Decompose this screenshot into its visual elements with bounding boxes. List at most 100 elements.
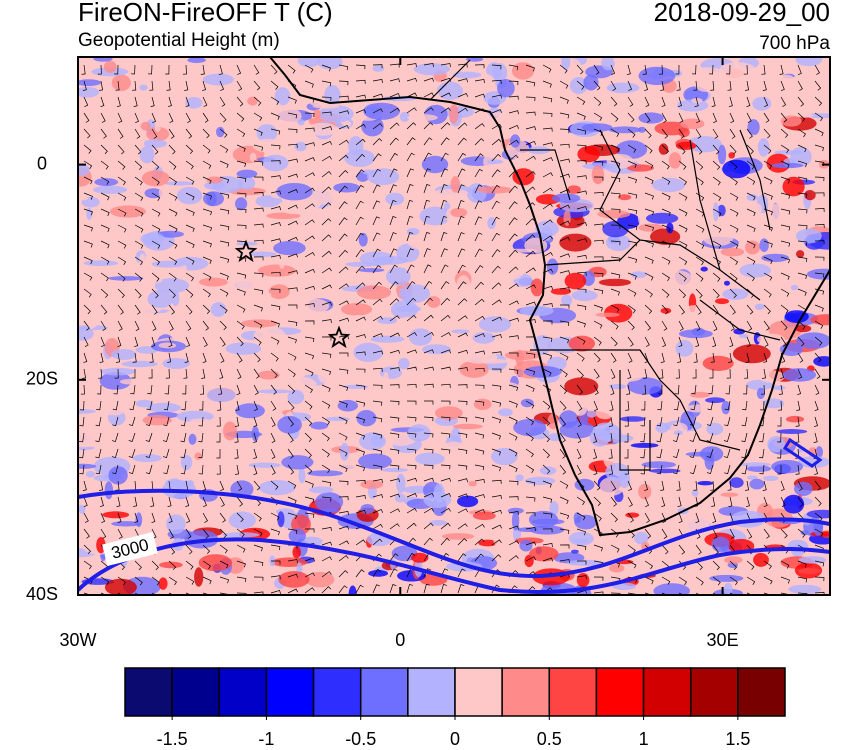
wind-barb: [355, 584, 364, 594]
wind-barb: [746, 272, 755, 282]
wind-barb: [559, 352, 569, 361]
wind-barb: [372, 138, 383, 146]
wind-barb: [355, 448, 365, 456]
wind-barb: [661, 496, 666, 508]
wind-barb: [763, 288, 772, 298]
wind-barb: [525, 496, 536, 502]
wind-barb: [508, 510, 519, 515]
wind-barb: [389, 63, 400, 68]
wind-barb: [491, 368, 502, 373]
wind-barb: [270, 160, 281, 165]
wind-barb: [678, 512, 683, 524]
wind-barb: [423, 537, 433, 546]
wind-barb: [95, 432, 102, 443]
wind-barb: [644, 336, 650, 347]
wind-barb: [117, 336, 122, 348]
wind-barb: [644, 112, 651, 123]
wind-barb: [525, 267, 536, 274]
field-patch: [247, 96, 258, 106]
field-patch: [176, 117, 186, 124]
wind-barb: [777, 465, 782, 475]
field-patch: [398, 357, 410, 370]
wind-barb: [145, 432, 153, 442]
field-patch: [252, 138, 282, 153]
wind-barb: [542, 542, 553, 547]
wind-barb: [695, 576, 704, 586]
wind-barb: [610, 176, 621, 183]
wind-barb: [180, 432, 187, 443]
wind-barb: [321, 301, 332, 306]
title: FireON-FireOFF T (C): [78, 0, 333, 27]
field-patch: [188, 433, 197, 445]
wind-barb: [760, 384, 765, 395]
wind-barb: [610, 480, 617, 491]
height-contour: [78, 537, 830, 594]
wind-barb: [474, 538, 485, 546]
wind-barb: [457, 122, 468, 130]
wind-barb: [724, 416, 731, 427]
field-patch: [391, 545, 418, 562]
field-patch: [597, 210, 631, 219]
field-patch: [694, 77, 718, 92]
field-patch: [815, 446, 823, 458]
wind-barb: [644, 224, 655, 232]
wind-barb: [389, 523, 400, 530]
field-patch: [358, 268, 385, 273]
wind-barb: [304, 384, 313, 394]
wind-barb: [253, 544, 263, 552]
wind-barb: [304, 172, 315, 178]
wind-barb: [724, 400, 731, 411]
wind-barb: [457, 493, 469, 498]
wind-barb: [130, 384, 136, 395]
field-patch: [287, 389, 305, 405]
wind-barb: [777, 432, 782, 443]
wind-barb: [355, 123, 366, 130]
wind-barb: [355, 265, 365, 274]
field-patch: [630, 442, 659, 448]
wind-barb: [389, 478, 400, 483]
wind-barb: [542, 557, 554, 562]
wind-barb: [474, 333, 486, 338]
field-patch: [487, 217, 496, 230]
wind-barb: [423, 416, 434, 422]
wind-barb: [525, 234, 536, 242]
wind-barb: [780, 144, 790, 154]
wind-barb: [117, 192, 127, 201]
wind-barb: [83, 352, 88, 363]
wind-barb: [288, 304, 298, 309]
field-patch: [497, 79, 515, 98]
wind-barb: [117, 320, 123, 331]
wind-barb: [780, 160, 790, 169]
wind-barb: [198, 432, 204, 443]
wind-barb: [780, 288, 790, 297]
field-patch: [796, 250, 805, 258]
wind-barb: [627, 560, 637, 569]
wind-barb: [83, 496, 88, 508]
field-patch: [609, 383, 627, 390]
wind-barb: [627, 80, 633, 91]
wind-barb: [151, 160, 160, 170]
wind-barb: [372, 478, 383, 483]
wind-barb: [202, 352, 207, 364]
wind-barb: [321, 526, 332, 531]
wind-barb: [389, 216, 397, 226]
wind-barb: [150, 496, 155, 507]
field-patch: [185, 97, 203, 109]
wind-barb: [729, 224, 739, 233]
wind-barb: [168, 224, 178, 233]
wind-barb: [746, 144, 754, 155]
wind-barb: [440, 507, 451, 514]
wind-barb: [576, 544, 587, 551]
field-patch: [682, 514, 711, 532]
wind-barb: [304, 512, 315, 518]
wind-barb: [593, 80, 601, 91]
wind-barb: [814, 336, 823, 346]
wind-barb: [183, 368, 188, 379]
wind-barb: [593, 320, 603, 329]
wind-barb: [202, 288, 211, 298]
wind-barb: [797, 288, 807, 296]
wind-barb: [691, 384, 697, 395]
wind-barb: [644, 544, 653, 555]
wind-barb: [304, 142, 315, 147]
field-patch: [599, 476, 625, 496]
